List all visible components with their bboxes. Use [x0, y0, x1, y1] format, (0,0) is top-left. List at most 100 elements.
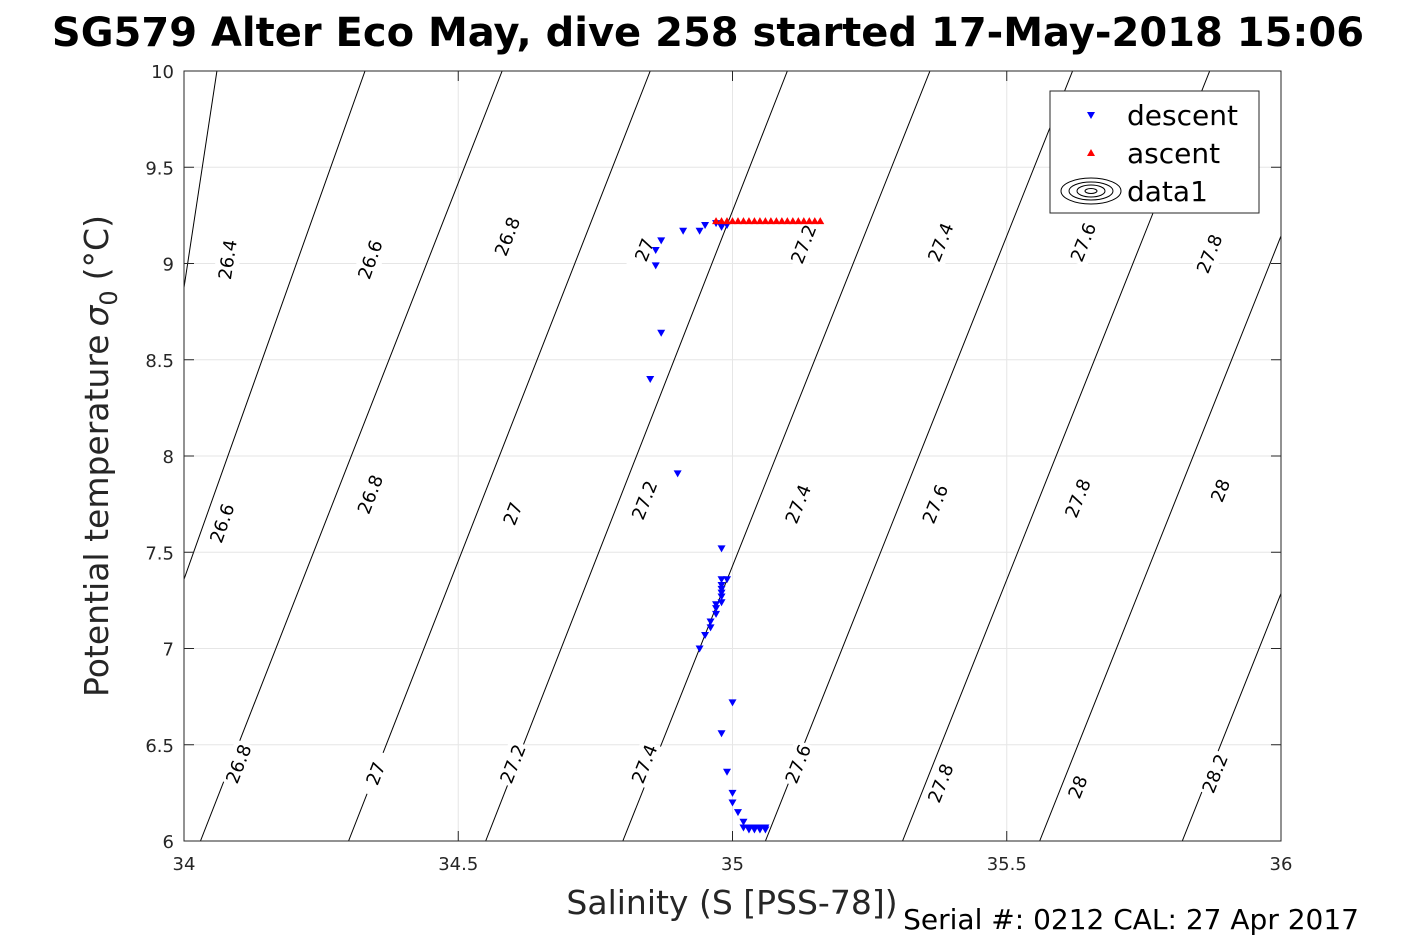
contour-label-28: 28 [1058, 762, 1098, 812]
y-tick-label: 9.5 [145, 158, 174, 179]
descent-point [712, 610, 721, 618]
contour-label-background [1201, 465, 1240, 516]
descent-point [651, 247, 660, 255]
descent-point [717, 593, 726, 601]
contour-label-background [351, 469, 390, 520]
contour-label-background [779, 479, 818, 530]
ascent-point [799, 217, 808, 225]
x-tick-label: 35 [721, 854, 744, 875]
contour-line-27-2 [485, 71, 788, 841]
contour-label-background [921, 758, 961, 809]
legend-ascent-marker [1087, 149, 1095, 156]
descent-point [651, 262, 660, 270]
y-tick-label: 6.5 [145, 736, 174, 757]
descent-point [701, 632, 710, 640]
descent-point [739, 824, 748, 832]
contour-label-background [625, 225, 664, 275]
contour-label-background [351, 234, 390, 285]
descent-point [646, 376, 655, 383]
descent-point [728, 799, 737, 807]
x-tick-label: 36 [1270, 854, 1293, 875]
y-axis-label-symbol: σ [77, 305, 116, 327]
y-tick-label: 7 [163, 640, 174, 661]
contour-line-27-4 [622, 71, 931, 841]
contour-label-background [1190, 228, 1229, 279]
legend-descent-marker [1087, 112, 1095, 119]
legend-box [1049, 90, 1260, 214]
ascent-point [728, 217, 737, 225]
contour-line-26-4 [184, 71, 218, 291]
ascent-point [733, 217, 742, 225]
descent-point [723, 576, 732, 584]
descent-point [717, 545, 726, 553]
descent-point [717, 599, 726, 607]
contour-label-background [493, 488, 533, 539]
descent-point [679, 227, 688, 235]
contour-line-28-2 [1181, 592, 1281, 841]
ascent-point [816, 217, 825, 225]
contour-line-28 [1039, 234, 1281, 841]
ascent-point [739, 217, 748, 225]
descent-point [717, 589, 726, 597]
ascent-point [717, 217, 726, 225]
contour-label-background [356, 748, 396, 799]
legend-contour-icon [1060, 177, 1122, 205]
contour-label-background [488, 211, 527, 262]
descent-point [695, 227, 704, 235]
descent-point [728, 789, 737, 797]
y-axis-label-unit: (°C) [77, 215, 116, 280]
y-axis-label: Potential temperature σ0 (°C) [77, 215, 123, 697]
ascent-point [805, 217, 814, 225]
descent-point [695, 645, 704, 653]
ascent-point [723, 217, 732, 225]
contour-label-26-4: 26.4 [212, 236, 244, 284]
serial-cal-footer: Serial #: 0212 CAL: 27 Apr 2017 [903, 903, 1359, 936]
ascent-point [777, 217, 786, 225]
contour-label-background [921, 217, 961, 268]
contour-line-26-8 [199, 71, 503, 841]
descent-point [744, 826, 753, 834]
descent-point [761, 824, 770, 832]
descent-point [723, 768, 732, 776]
descent-point [728, 699, 737, 707]
x-axis-ticks: 34 34.5 35 35.5 36 [173, 71, 1293, 875]
contour-label-background [203, 498, 242, 549]
ascent-point [794, 217, 803, 225]
x-axis-label: Salinity (S [PSS-78]) [566, 883, 897, 922]
descent-point [701, 222, 710, 229]
contour-line-27-6 [764, 71, 1074, 841]
y-axis-label-text: Potential temperature [77, 335, 116, 697]
y-tick-label: 8 [163, 447, 174, 468]
ascent-point [783, 217, 792, 225]
contour-label-background [784, 219, 824, 270]
contour-label-background [916, 479, 955, 530]
descent-point [717, 581, 726, 589]
contour-line-26-6 [184, 71, 366, 581]
descent-point [712, 605, 721, 613]
data-series [646, 217, 825, 834]
descent-point [733, 809, 742, 817]
contour-label-background [625, 475, 664, 526]
x-tick-label: 34.5 [438, 854, 478, 875]
descent-point [717, 730, 726, 738]
contour-label-background [779, 739, 818, 789]
y-tick-label: 10 [151, 62, 174, 83]
contour-label-background [1195, 748, 1235, 799]
y-tick-label: 8.5 [145, 351, 174, 372]
x-tick-label: 35.5 [987, 854, 1027, 875]
descent-point [750, 824, 759, 832]
legend-data1-label: data1 [1127, 175, 1208, 208]
legend-ascent-label: ascent [1127, 137, 1220, 170]
contour-label-background [1064, 217, 1103, 268]
descent-point [657, 329, 666, 337]
contour-label-background [212, 236, 244, 284]
ascent-point [766, 217, 775, 225]
descent-point [739, 818, 748, 826]
chart-title: SG579 Alter Eco May, dive 258 started 17… [52, 10, 1364, 56]
y-tick-label: 9 [163, 255, 174, 276]
x-tick-label: 34 [173, 854, 196, 875]
y-tick-label: 7.5 [145, 543, 174, 564]
descent-point [712, 601, 721, 609]
contour-label-background [219, 739, 259, 789]
